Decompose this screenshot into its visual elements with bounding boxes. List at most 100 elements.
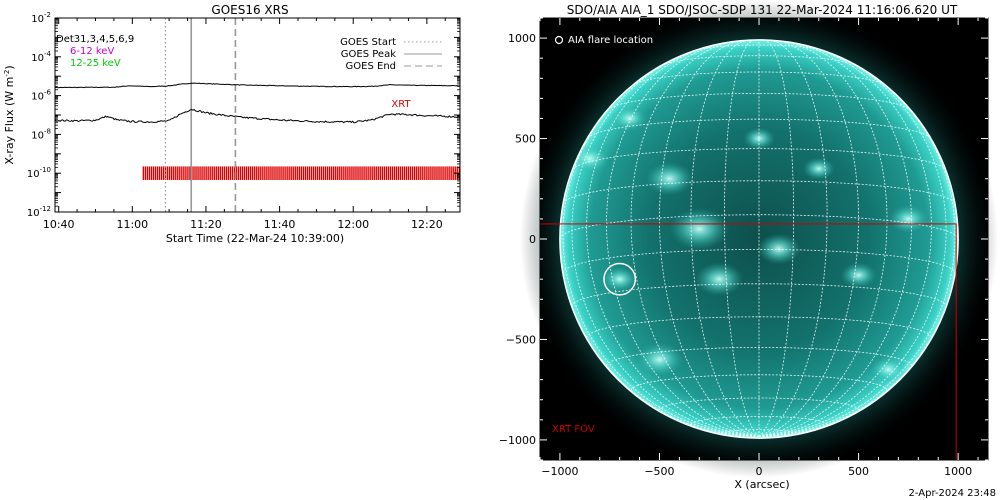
legend-label: GOES End — [346, 61, 396, 72]
channel-label-6-12kev: 6-12 keV — [70, 46, 114, 57]
heliographic-grid — [559, 39, 959, 437]
flare-location-circle — [603, 262, 637, 296]
longitude-line — [758, 50, 947, 437]
legend-label: GOES Start — [340, 37, 396, 48]
y-tick-label: −1000 — [499, 434, 536, 447]
emission-patch — [669, 207, 730, 251]
longitude-line — [758, 76, 956, 437]
x-tick-label: −1000 — [541, 465, 578, 478]
y-tick-label-exp: -12 — [40, 205, 51, 213]
y-tick-label: 10-4 — [31, 50, 51, 64]
x-tick-label: 10:40 — [43, 218, 75, 231]
latitude-line — [690, 416, 828, 425]
longitude-line — [630, 40, 760, 437]
y-axis-label-sup: -2 — [3, 70, 11, 77]
longitude-line — [571, 50, 760, 437]
xrt-label: XRT — [391, 99, 411, 110]
emission-patch — [635, 342, 684, 377]
y-tick-label: 10-2 — [31, 11, 51, 25]
channel-label-12-25kev: 12-25 keV — [70, 58, 121, 69]
longitude-line — [606, 42, 760, 437]
y-tick-label-exp: -2 — [44, 11, 51, 19]
y-tick-label: 1000 — [508, 32, 536, 45]
latitude-line — [694, 44, 824, 51]
legend-label: GOES Peak — [341, 49, 396, 60]
longitude-line — [758, 39, 828, 437]
aia-solar-image: SDO/AIA AIA_1 SDO/JSOC-SDP 131 22-Mar-20… — [499, 0, 998, 491]
emission-patch — [802, 157, 835, 180]
active-regions — [569, 105, 929, 383]
y-tick-label-base: 10 — [31, 130, 44, 141]
longitude-line — [758, 39, 794, 437]
detector-label: Det31,3,4,5,6,9 — [56, 34, 134, 45]
y-tick-label-base: 10 — [27, 208, 40, 219]
x-tick-label: 11:20 — [190, 218, 222, 231]
latitude-line — [659, 397, 859, 411]
y-tick-label: 10-8 — [31, 127, 51, 141]
longitude-line — [723, 39, 760, 437]
legend-label: AIA flare location — [568, 35, 653, 46]
y-tick-label: 10-12 — [27, 205, 51, 219]
y-ticks — [55, 17, 460, 213]
x-tick-label: −500 — [644, 465, 674, 478]
emission-patch — [601, 266, 638, 292]
emission-patch — [840, 262, 877, 288]
y-tick-label-base: 10 — [31, 14, 44, 25]
longitude-line — [758, 42, 913, 437]
longitude-line — [758, 40, 888, 437]
xrt-fov-label: XRT FOV — [552, 424, 595, 435]
y-tick-label: 500 — [515, 133, 536, 146]
emission-patch — [611, 105, 648, 132]
y-tick-label-exp: -8 — [44, 127, 51, 135]
y-tick-label: 10-10 — [27, 166, 51, 180]
x-axis-label: X (arcsec) — [734, 478, 789, 491]
longitude-line — [758, 40, 860, 437]
longitude-line — [659, 40, 760, 437]
x-tick-label: 11:40 — [264, 218, 296, 231]
xrt-observation-bars — [142, 166, 460, 180]
solar-limb — [559, 39, 959, 439]
latitude-line — [607, 93, 911, 111]
x-tick-label: 500 — [848, 465, 869, 478]
y-tick-label: −500 — [506, 333, 536, 346]
solar-disk — [559, 39, 959, 439]
plot-frame — [54, 17, 461, 213]
series-long — [54, 82, 460, 89]
y-axis-label-main: X-ray Flux (W m — [3, 77, 16, 165]
x-tick-label: 12:00 — [337, 218, 369, 231]
y-ticks: −1000 −500 0 500 1000 — [499, 17, 988, 461]
x-tick-label: 0 — [756, 465, 763, 478]
y-tick-label-base: 10 — [27, 169, 40, 180]
goes-event-markers — [164, 18, 237, 212]
x-axis-label: Start Time (22-Mar-24 10:39:00) — [166, 232, 344, 245]
series-short — [54, 108, 460, 124]
footer-timestamp: 2-Apr-2024 23:48 — [909, 488, 996, 499]
latitude-line — [586, 316, 932, 338]
x-ticks: 10:40 11:00 11:20 11:40 12:00 12:20 — [43, 18, 446, 231]
y-tick-label: 10-6 — [31, 89, 51, 103]
latitude-line — [559, 214, 959, 240]
longitude-line — [562, 76, 760, 437]
y-tick-label-base: 10 — [31, 92, 44, 103]
emission-patch — [645, 161, 694, 196]
x-ticks: −1000 −500 0 500 1000 — [539, 18, 979, 478]
x-tick-label: 12:20 — [411, 218, 443, 231]
y-axis-label: X-ray Flux (W m-2) — [3, 65, 16, 164]
legend-circle-marker — [554, 35, 564, 45]
emission-patch — [757, 233, 801, 265]
flux-series — [54, 82, 460, 124]
y-tick-label-exp: -10 — [40, 166, 51, 174]
y-tick-label: 0 — [529, 233, 536, 246]
y-axis-label-close: ) — [3, 65, 16, 69]
x-tick-label: 1000 — [944, 465, 972, 478]
emission-patch — [888, 204, 929, 233]
x-tick-label: 11:00 — [116, 218, 148, 231]
y-tick-label-exp: -4 — [44, 50, 52, 58]
emission-patch — [743, 127, 775, 150]
y-tick-label-exp: -6 — [44, 89, 52, 97]
chart-title: GOES16 XRS — [211, 3, 288, 17]
